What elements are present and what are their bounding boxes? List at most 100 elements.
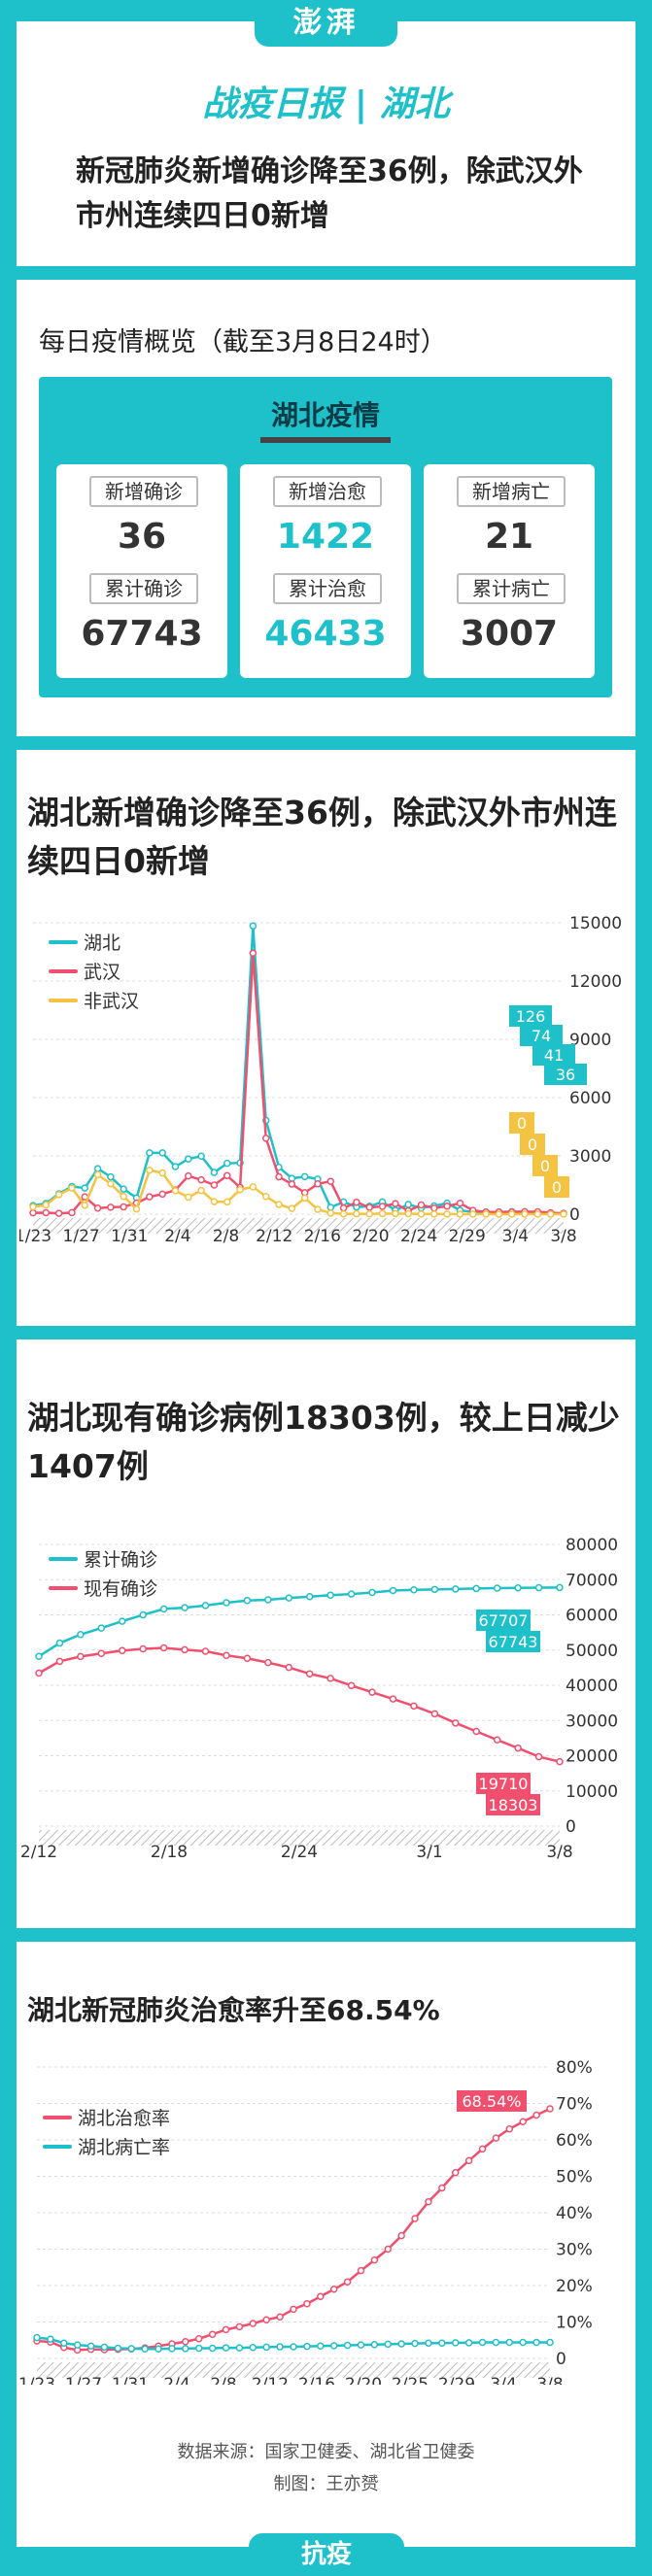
- data-point: [443, 1203, 451, 1210]
- x-tick-label: 3/1: [416, 1843, 442, 1862]
- data-point: [478, 2338, 487, 2347]
- data-point: [185, 1171, 192, 1180]
- data-point: [370, 2341, 379, 2349]
- x-tick-label: 2/25: [392, 2375, 429, 2385]
- data-point: [185, 1193, 192, 1202]
- x-tick-label: 3/8: [536, 2375, 563, 2385]
- data-point: [404, 1201, 412, 1208]
- data-point: [146, 1149, 154, 1157]
- data-point: [532, 2111, 540, 2119]
- data-point: [357, 2266, 365, 2275]
- data-label-box: [476, 1610, 531, 1631]
- chart-new-cases: 15000 12000 9000 6000 3000 0 1/23 1/27 1/31 2/4 2/…: [19, 914, 622, 1246]
- data-point: [194, 2335, 203, 2343]
- legend-label: 湖北治愈率: [78, 2108, 170, 2129]
- data-point: [197, 1152, 205, 1161]
- x-tick-label: 3/8: [550, 1227, 576, 1246]
- data-point: [493, 1736, 501, 1744]
- data-point: [370, 2256, 379, 2264]
- data-point: [158, 1190, 166, 1199]
- data-point: [243, 1596, 252, 1605]
- data-point: [482, 1210, 490, 1218]
- data-point: [392, 1200, 399, 1207]
- data-point: [81, 1184, 89, 1192]
- data-point: [55, 1639, 64, 1647]
- data-point: [451, 2339, 460, 2347]
- data-point: [492, 2338, 500, 2347]
- data-point: [560, 1210, 567, 1218]
- data-point: [397, 2231, 405, 2240]
- x-tick-label: 1/31: [111, 1227, 148, 1246]
- data-point: [275, 1172, 283, 1181]
- data-point: [347, 1590, 356, 1598]
- data-point: [201, 1647, 210, 1655]
- legend-label: 累计确诊: [84, 1549, 157, 1571]
- chart-current-cases: 80000 70000 60000 50000 40000 30000 20000 10000…: [20, 1536, 618, 1862]
- data-source: 数据来源：国家卫健委、湖北省卫健委: [177, 2442, 475, 2462]
- x-tick-label: 1/27: [65, 2375, 102, 2385]
- data-point: [326, 1591, 334, 1599]
- stat-value: 3007: [460, 614, 559, 654]
- chart3-title: 湖北新冠肺炎治愈率升至68.54%: [27, 1994, 440, 2026]
- chart-maker: 制图：王亦赟: [273, 2474, 379, 2494]
- y-tick-label: 30%: [556, 2241, 593, 2260]
- data-point: [451, 2169, 460, 2177]
- data-point: [290, 2343, 297, 2351]
- data-point: [261, 1192, 270, 1201]
- data-point: [303, 2342, 311, 2351]
- data-point: [514, 1583, 522, 1592]
- data-point: [35, 1652, 43, 1661]
- data-label-box: [532, 1044, 575, 1066]
- data-label: 67707: [479, 1611, 529, 1630]
- data-point: [317, 2292, 325, 2300]
- data-point: [159, 1605, 168, 1613]
- x-tick-label: 2/16: [304, 1227, 341, 1246]
- data-point: [154, 2345, 162, 2353]
- data-point: [249, 949, 257, 958]
- data-point: [521, 1210, 529, 1218]
- data-point: [119, 1617, 126, 1625]
- y-tick-label: 60000: [566, 1607, 618, 1626]
- data-label-box: [520, 1134, 545, 1155]
- data-point: [365, 1210, 373, 1218]
- data-point: [60, 2339, 68, 2347]
- data-point: [120, 1192, 127, 1201]
- y-tick-label: 20%: [556, 2277, 593, 2296]
- data-label: 74: [532, 1027, 551, 1045]
- data-point: [93, 1203, 102, 1212]
- stat-label: 累计病亡: [457, 573, 566, 604]
- x-tick-label: 2/12: [20, 1843, 57, 1862]
- data-point: [181, 1645, 189, 1654]
- data-label-box: [509, 1112, 534, 1134]
- y-tick-label: 70000: [566, 1571, 618, 1590]
- data-point: [368, 1588, 376, 1597]
- data-point: [326, 1675, 334, 1682]
- data-point: [514, 1744, 522, 1752]
- data-point: [492, 2134, 500, 2142]
- data-point: [546, 2338, 554, 2347]
- data-label-box: [486, 1794, 540, 1815]
- data-point: [339, 1203, 348, 1212]
- stat-card: 新增治愈 1422 累计治愈 46433: [240, 464, 411, 678]
- data-point: [329, 2342, 338, 2350]
- data-point: [288, 1174, 296, 1182]
- x-axis-band: [37, 2362, 550, 2378]
- y-tick-label: 20000: [566, 1747, 618, 1767]
- y-tick-label: 10000: [566, 1782, 618, 1802]
- x-tick-label: 2/8: [210, 2375, 236, 2385]
- data-point: [357, 2341, 365, 2349]
- data-point: [249, 2344, 257, 2352]
- x-tick-label: 2/20: [352, 1227, 389, 1246]
- data-label: 19710: [479, 1775, 529, 1793]
- x-tick-label: 1/27: [63, 1227, 100, 1246]
- data-label: 0: [552, 1178, 562, 1197]
- stat-label: 新增治愈: [273, 476, 382, 507]
- data-point: [410, 1702, 418, 1711]
- data-label: 67743: [489, 1633, 538, 1651]
- x-tick-label: 2/12: [252, 2375, 289, 2385]
- data-label: 18303: [489, 1796, 538, 1814]
- data-point: [339, 1210, 348, 1218]
- data-point: [223, 1159, 231, 1168]
- data-point: [262, 2316, 270, 2323]
- data-point: [54, 1191, 63, 1199]
